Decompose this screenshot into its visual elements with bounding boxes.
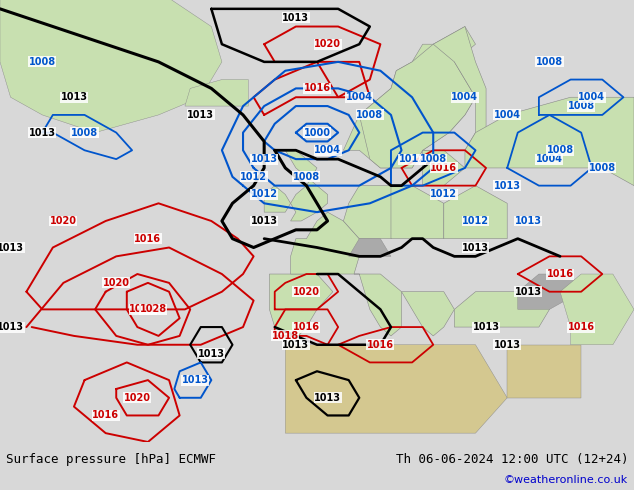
Text: Surface pressure [hPa] ECMWF: Surface pressure [hPa] ECMWF (6, 453, 216, 466)
Text: 1013: 1013 (60, 92, 87, 102)
Polygon shape (507, 345, 581, 398)
Polygon shape (349, 239, 391, 256)
Text: 1012: 1012 (240, 172, 267, 182)
Text: 1008: 1008 (420, 154, 447, 164)
Text: 1020: 1020 (314, 39, 341, 49)
Text: 1013: 1013 (494, 181, 521, 191)
Polygon shape (285, 150, 328, 221)
Polygon shape (518, 274, 581, 309)
Polygon shape (344, 44, 476, 168)
Text: 1013: 1013 (282, 340, 309, 350)
Text: 1012: 1012 (430, 190, 457, 199)
Text: 1020: 1020 (103, 278, 130, 288)
Text: 1013: 1013 (314, 393, 341, 403)
Text: 1016: 1016 (134, 234, 162, 244)
Polygon shape (444, 186, 507, 239)
Text: 1020: 1020 (124, 393, 151, 403)
Text: 1013: 1013 (282, 13, 309, 23)
Text: 1008: 1008 (29, 57, 56, 67)
Polygon shape (264, 186, 290, 212)
Text: 1012: 1012 (399, 154, 425, 164)
Text: 1016: 1016 (567, 322, 595, 332)
Text: 1013: 1013 (0, 243, 24, 252)
Text: 1018: 1018 (272, 331, 299, 341)
Text: 1016: 1016 (92, 411, 119, 420)
Text: 1013: 1013 (29, 127, 56, 138)
Text: 1004: 1004 (578, 92, 605, 102)
Text: Th 06-06-2024 12:00 UTC (12+24): Th 06-06-2024 12:00 UTC (12+24) (396, 453, 628, 466)
Text: 1020: 1020 (293, 287, 320, 297)
Text: 1024: 1024 (129, 304, 156, 315)
Text: 1013: 1013 (250, 216, 278, 226)
Polygon shape (185, 79, 249, 106)
Text: 1020: 1020 (50, 216, 77, 226)
Text: 1008: 1008 (547, 145, 574, 155)
Polygon shape (423, 26, 486, 150)
Text: 1016: 1016 (293, 322, 320, 332)
Text: 1008: 1008 (293, 172, 320, 182)
Text: 1008: 1008 (589, 163, 616, 173)
Text: 1013: 1013 (187, 110, 214, 120)
Polygon shape (423, 150, 465, 186)
Polygon shape (401, 292, 455, 336)
Text: 1004: 1004 (451, 92, 479, 102)
Text: ©weatheronline.co.uk: ©weatheronline.co.uk (504, 475, 628, 485)
Text: 1016: 1016 (304, 83, 330, 94)
Text: 1004: 1004 (346, 92, 373, 102)
Text: 1013: 1013 (515, 287, 542, 297)
Text: 1013: 1013 (462, 243, 489, 252)
Text: 1013: 1013 (0, 322, 24, 332)
Polygon shape (290, 212, 359, 274)
Text: 1013: 1013 (198, 348, 225, 359)
Text: 1012: 1012 (462, 216, 489, 226)
Polygon shape (560, 274, 634, 345)
Text: 1012: 1012 (250, 190, 278, 199)
Polygon shape (344, 186, 412, 239)
Text: 1000: 1000 (304, 127, 330, 138)
Polygon shape (359, 26, 476, 168)
Text: 1013: 1013 (472, 322, 500, 332)
Polygon shape (269, 274, 333, 345)
Text: 1016: 1016 (547, 269, 574, 279)
Polygon shape (391, 186, 444, 239)
Text: 1008: 1008 (71, 127, 98, 138)
Text: 1004: 1004 (314, 145, 341, 155)
Text: 1013: 1013 (515, 216, 542, 226)
Text: 1013: 1013 (494, 340, 521, 350)
Text: 1008: 1008 (356, 110, 384, 120)
Text: 1016: 1016 (430, 163, 457, 173)
Text: 1004: 1004 (536, 154, 563, 164)
Polygon shape (465, 97, 634, 186)
Polygon shape (354, 274, 401, 336)
Text: 1028: 1028 (139, 304, 167, 315)
Text: 1016: 1016 (367, 340, 394, 350)
Text: 1004: 1004 (494, 110, 521, 120)
Text: 1008: 1008 (536, 57, 563, 67)
Polygon shape (455, 292, 550, 327)
Text: 1008: 1008 (567, 101, 595, 111)
Text: 1013: 1013 (182, 375, 209, 385)
Polygon shape (0, 0, 222, 133)
Text: 1013: 1013 (250, 154, 278, 164)
Polygon shape (285, 345, 507, 433)
